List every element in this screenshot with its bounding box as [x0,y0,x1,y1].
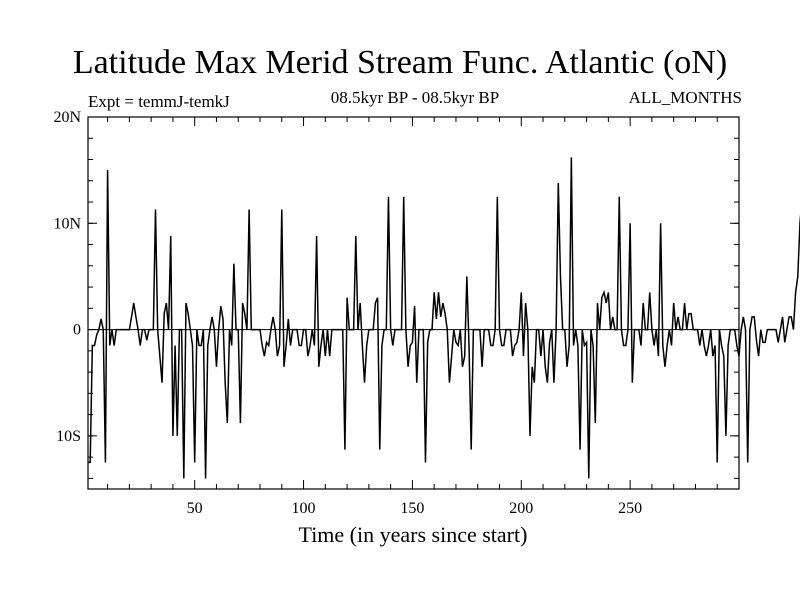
experiment-label: Expt = temmJ-temkJ [88,92,230,111]
x-tick-label: 150 [400,500,424,517]
x-tick-label: 50 [187,500,203,517]
y-tick-label: 10N [53,215,81,232]
x-tick-label: 250 [618,500,642,517]
months-label: ALL_MONTHS [628,88,742,107]
x-tick-label: 100 [292,500,316,517]
axis-layer: 20N 10N 0 10S 50 100 150 200 250 [53,109,739,517]
time-range-label: 08.5kyr BP - 08.5kyr BP [330,88,500,107]
series-layer [88,157,800,479]
chart-title: Latitude Max Merid Stream Func. Atlantic… [72,44,728,81]
plot-frame [87,116,740,490]
x-tick-label: 200 [509,500,533,517]
y-tick-label: 10S [56,428,81,445]
y-tick-label: 0 [73,322,81,339]
y-tick-label: 20N [53,109,81,126]
series-line [88,157,800,479]
x-axis-label: Time (in years since start) [298,522,528,547]
